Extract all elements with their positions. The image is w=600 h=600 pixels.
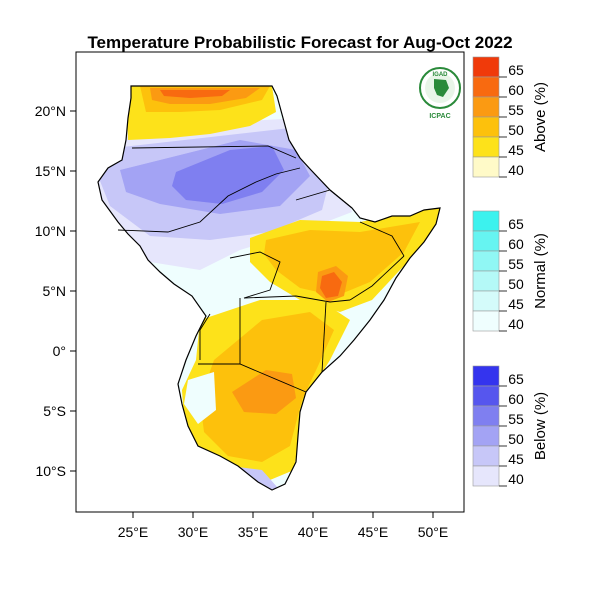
legend-value: 65 bbox=[508, 216, 524, 232]
legend-swatch bbox=[472, 136, 500, 158]
lat-tick-label: 20°N bbox=[35, 103, 66, 119]
legend-value: 40 bbox=[508, 471, 524, 487]
latitude-axis: 20°N 15°N 10°N 5°N 0° 5°S 10°S bbox=[35, 103, 76, 479]
logo-bottom-text: ICPAC bbox=[429, 113, 450, 120]
longitude-axis: 25°E 30°E 35°E 40°E 45°E 50°E bbox=[118, 512, 449, 540]
logo-top-text: IGAD bbox=[433, 72, 449, 78]
lon-tick-label: 40°E bbox=[298, 524, 329, 540]
legend-bar-below: 65 60 55 50 45 40 Below (%) bbox=[472, 365, 549, 487]
lon-tick-label: 50°E bbox=[418, 524, 449, 540]
legend-swatch bbox=[472, 465, 500, 487]
legend-swatch bbox=[472, 405, 500, 427]
legend-value: 60 bbox=[508, 391, 524, 407]
legend-swatch bbox=[472, 250, 500, 272]
lon-tick-label: 45°E bbox=[358, 524, 389, 540]
legend-swatch bbox=[472, 210, 500, 232]
legend-value: 55 bbox=[508, 102, 524, 118]
legend-value: 50 bbox=[508, 276, 524, 292]
forecast-shading bbox=[98, 86, 440, 490]
country-borders bbox=[117, 145, 405, 393]
legend-swatch bbox=[472, 270, 500, 292]
lat-tick-label: 15°N bbox=[35, 163, 66, 179]
legend-value: 45 bbox=[508, 451, 524, 467]
legend-swatch bbox=[472, 310, 500, 332]
legend-bar-above: 65 60 55 50 45 40 Above (%) bbox=[472, 56, 549, 178]
legend-swatch bbox=[472, 365, 500, 387]
lon-tick-label: 25°E bbox=[118, 524, 149, 540]
legend-value: 45 bbox=[508, 142, 524, 158]
legend-value: 40 bbox=[508, 316, 524, 332]
lon-tick-label: 30°E bbox=[178, 524, 209, 540]
legend-swatch bbox=[472, 116, 500, 138]
lat-tick-label: 10°N bbox=[35, 223, 66, 239]
legend-swatch bbox=[472, 290, 500, 312]
legend-value: 45 bbox=[508, 296, 524, 312]
legend-value: 65 bbox=[508, 371, 524, 387]
lat-tick-label: 0° bbox=[53, 343, 66, 359]
map-title: Temperature Probabilistic Forecast for A… bbox=[87, 33, 513, 52]
legend-title: Normal (%) bbox=[532, 233, 549, 309]
legend-swatch bbox=[472, 445, 500, 467]
legend-value: 65 bbox=[508, 62, 524, 78]
legend-swatch bbox=[472, 56, 500, 78]
legend-swatch bbox=[472, 76, 500, 98]
legend-title: Above (%) bbox=[532, 82, 549, 152]
legend-swatch bbox=[472, 230, 500, 252]
lat-tick-label: 5°S bbox=[43, 403, 66, 419]
legend-value: 55 bbox=[508, 411, 524, 427]
lat-tick-label: 5°N bbox=[43, 283, 67, 299]
legend-title: Below (%) bbox=[532, 392, 549, 460]
legend-bar-normal: 65 60 55 50 45 40 Normal (%) bbox=[472, 210, 549, 332]
legend-value: 50 bbox=[508, 122, 524, 138]
legend-value: 55 bbox=[508, 256, 524, 272]
legend-value: 60 bbox=[508, 82, 524, 98]
legend-value: 40 bbox=[508, 162, 524, 178]
legend-swatch bbox=[472, 385, 500, 407]
legend-swatch bbox=[472, 96, 500, 118]
legend-swatch bbox=[472, 156, 500, 178]
legend-value: 60 bbox=[508, 236, 524, 252]
icpac-logo: IGAD ICPAC bbox=[419, 67, 461, 120]
legend-value: 50 bbox=[508, 431, 524, 447]
legend-swatch bbox=[472, 425, 500, 447]
lon-tick-label: 35°E bbox=[238, 524, 269, 540]
legend: 65 60 55 50 45 40 Above (%) 65 60 55 50 45 40 Normal … bbox=[472, 56, 549, 487]
lat-tick-label: 10°S bbox=[35, 463, 66, 479]
